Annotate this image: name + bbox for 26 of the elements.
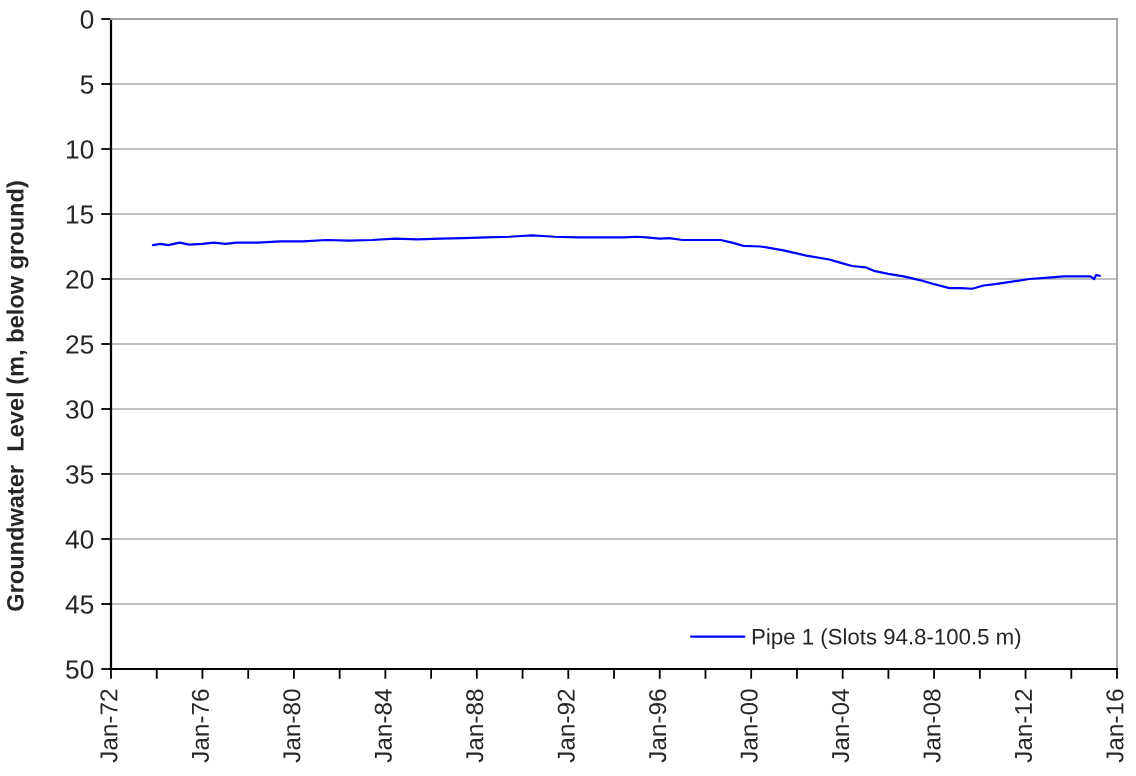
x-tick-label: Jan-84: [374, 689, 392, 763]
y-tick-label: 40: [65, 530, 94, 549]
x-tick-label: Jan-12: [1014, 689, 1033, 763]
y-tick-label: 50: [66, 660, 94, 679]
y-tick-label: 0: [80, 10, 94, 29]
line-series: [151, 234, 1101, 290]
x-tick-label: Jan-88: [466, 689, 484, 763]
x-tick-label: Jan-96: [649, 689, 667, 763]
y-tick-label: 30: [65, 400, 94, 419]
y-tick-label: 10: [67, 140, 94, 159]
y-axis-title: Groundwater Level (m, below ground): [6, 181, 29, 611]
y-tick-label: 25: [66, 335, 94, 354]
y-tick-label: 35: [65, 465, 94, 484]
y-tick-label: 20: [66, 270, 94, 289]
x-tick-label: Jan-04: [831, 689, 850, 763]
x-tick-label: Jan-92: [557, 689, 575, 763]
legend-label: Pipe 1 (Slots 94.8-100.5 m): [752, 628, 1021, 649]
y-tick-label: 45: [65, 595, 94, 614]
x-tick-label: Jan-08: [923, 689, 941, 763]
x-tick-label: Jan-80: [283, 689, 301, 763]
x-tick-label: Jan-00: [740, 689, 758, 763]
x-tick-label: Jan-16: [1106, 689, 1124, 763]
y-tick-label: 15: [67, 205, 94, 224]
y-tick-label: 5: [80, 75, 94, 94]
x-tick-label: Jan-76: [191, 689, 209, 763]
x-tick-label: Jan-72: [100, 689, 118, 763]
